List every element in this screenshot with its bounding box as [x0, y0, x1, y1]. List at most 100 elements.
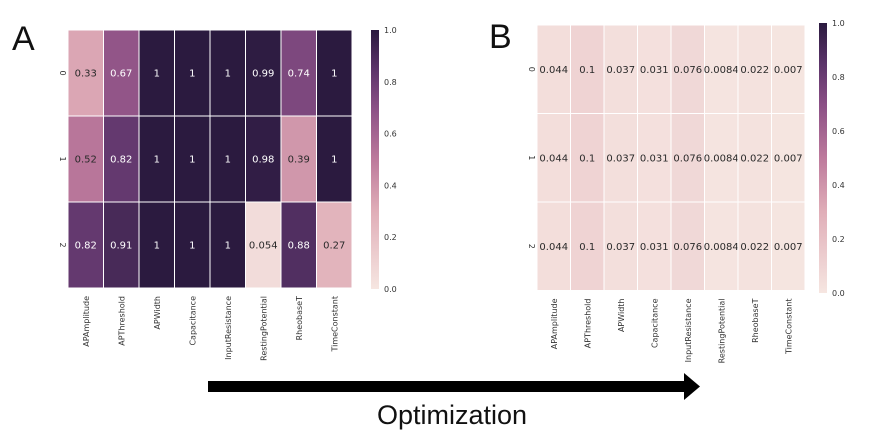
cell-value-label: 0.076 — [673, 242, 702, 253]
column-tick-label: InputResistance — [684, 298, 693, 362]
cell-value-label: 0.007 — [774, 153, 803, 164]
cell-value-label: 0.044 — [539, 65, 568, 76]
arrow-head — [684, 373, 700, 400]
row-tick-label: 1 — [58, 156, 67, 161]
row-tick-label: 2 — [527, 244, 536, 249]
heatmap-cell — [103, 201, 140, 289]
optimization-caption: Optimization — [377, 400, 527, 430]
cell-value-label: 1 — [154, 241, 160, 252]
colorbar-tick-label: 0.0 — [832, 289, 845, 298]
heatmap-cell — [536, 201, 571, 291]
row-tick-label: 0 — [58, 70, 67, 75]
column-tick-label: TimeConstant — [330, 296, 339, 353]
cell-value-label: 0.88 — [288, 241, 310, 252]
cell-value-label: 0.52 — [75, 155, 97, 166]
colorbar-tick-label: 0.4 — [832, 181, 845, 190]
colorbar — [819, 23, 827, 293]
heatmap-cell — [245, 201, 282, 289]
heatmap-cell — [637, 24, 672, 114]
cell-value-label: 0.054 — [249, 241, 278, 252]
row-tick-label: 2 — [58, 242, 67, 247]
heatmap-cell — [670, 113, 705, 203]
colorbar-tick-label: 0.0 — [384, 285, 397, 294]
column-tick-label: APThreshold — [117, 296, 126, 346]
heatmap-cell — [138, 201, 175, 289]
optimization-arrow — [208, 373, 700, 400]
cell-value-label: 0.022 — [740, 242, 769, 253]
heatmap-cell — [174, 201, 211, 289]
cell-value-label: 0.91 — [110, 241, 132, 252]
heatmap-cell — [103, 29, 140, 117]
column-tick-label: APWidth — [153, 296, 162, 330]
cell-value-label: 0.037 — [606, 153, 635, 164]
column-tick-label: APAmplitude — [82, 296, 91, 347]
colorbar-tick-label: 0.8 — [384, 78, 397, 87]
heatmap-cell — [280, 201, 317, 289]
cell-value-label: 1 — [189, 241, 195, 252]
cell-value-label: 0.076 — [673, 153, 702, 164]
heatmap-cell — [637, 113, 672, 203]
heatmap-cell — [603, 24, 638, 114]
column-tick-label: InputResistance — [224, 296, 233, 360]
column-tick-label: RestingPotential — [717, 299, 726, 364]
cell-value-label: 1 — [225, 155, 231, 166]
cell-value-label: 0.98 — [252, 155, 274, 166]
heatmap-cell — [67, 201, 104, 289]
cell-value-label: 0.0084 — [704, 153, 739, 164]
heatmap-cell — [316, 115, 353, 203]
cell-value-label: 0.67 — [110, 69, 132, 80]
cell-value-label: 1 — [189, 69, 195, 80]
colorbar-tick-label: 0.6 — [832, 127, 845, 136]
heatmap-cell — [603, 201, 638, 291]
cell-value-label: 0.27 — [323, 241, 345, 252]
colorbar — [371, 30, 379, 289]
colorbar-tick-label: 0.2 — [832, 235, 845, 244]
heatmap-cell — [670, 24, 705, 114]
colorbar-tick-label: 1.0 — [384, 26, 397, 35]
row-tick-label: 0 — [527, 67, 536, 72]
heatmap-cell — [737, 201, 772, 291]
heatmap-cell — [174, 115, 211, 203]
heatmap-cell — [245, 115, 282, 203]
cell-value-label: 0.39 — [288, 155, 310, 166]
cell-value-label: 0.1 — [579, 65, 595, 76]
cell-value-label: 0.1 — [579, 153, 595, 164]
cell-value-label: 0.0084 — [704, 242, 739, 253]
heatmap-cell — [570, 201, 605, 291]
column-tick-label: RheobaseT — [751, 298, 760, 343]
row-tick-label: 1 — [527, 155, 536, 160]
cell-value-label: 0.1 — [579, 242, 595, 253]
cell-value-label: 1 — [331, 69, 337, 80]
heatmap-cell — [209, 201, 246, 289]
column-tick-label: APAmplitude — [550, 298, 559, 349]
column-tick-label: RestingPotential — [259, 296, 268, 361]
colorbar-tick-label: 1.0 — [832, 19, 845, 28]
heatmap-cell — [737, 113, 772, 203]
cell-value-label: 1 — [225, 69, 231, 80]
cell-value-label: 0.044 — [539, 242, 568, 253]
heatmap-cell — [737, 24, 772, 114]
panel-letter: B — [489, 18, 512, 56]
heatmap-cell — [316, 201, 353, 289]
arrow-shaft — [208, 381, 686, 392]
cell-value-label: 0.74 — [288, 69, 310, 80]
cell-value-label: 0.044 — [539, 153, 568, 164]
cell-value-label: 1 — [225, 241, 231, 252]
cell-value-label: 0.031 — [640, 242, 669, 253]
cell-value-label: 1 — [154, 155, 160, 166]
heatmap-cell — [67, 29, 104, 117]
heatmap-cell — [670, 201, 705, 291]
colorbar-tick-label: 0.8 — [832, 73, 845, 82]
cell-value-label: 0.007 — [774, 242, 803, 253]
column-tick-label: TimeConstant — [784, 299, 793, 356]
cell-value-label: 1 — [189, 155, 195, 166]
colorbar-tick-label: 0.4 — [384, 181, 397, 190]
cell-value-label: 0.022 — [740, 65, 769, 76]
cell-value-label: 0.82 — [110, 155, 132, 166]
cell-value-label: 1 — [154, 69, 160, 80]
heatmap-cell — [245, 29, 282, 117]
cell-value-label: 0.031 — [640, 65, 669, 76]
cell-value-label: 0.022 — [740, 153, 769, 164]
column-tick-label: APThreshold — [583, 299, 592, 349]
heatmap-cell — [316, 29, 353, 117]
